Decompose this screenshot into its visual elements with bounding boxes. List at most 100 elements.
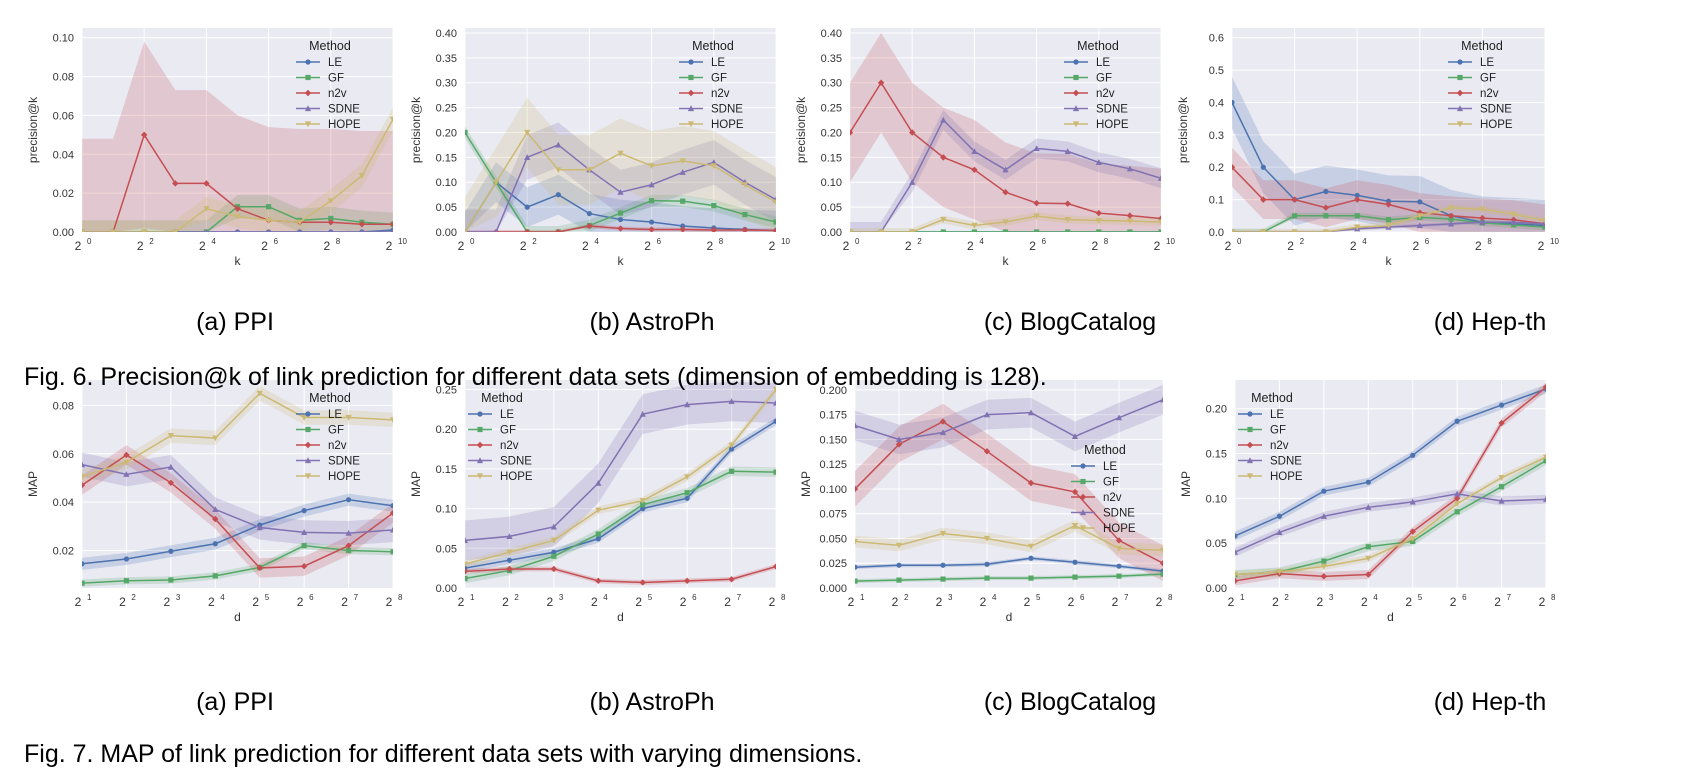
legend-marker-LE	[1073, 59, 1079, 65]
data-point-n2v	[772, 563, 776, 570]
legend-marker-LE	[1080, 463, 1086, 469]
data-point-GF	[1321, 558, 1327, 564]
legend-marker-HOPE	[304, 473, 312, 480]
data-point-LE	[212, 541, 218, 547]
data-point-n2v	[358, 221, 366, 228]
x-tick-exponent: 2	[1300, 237, 1305, 246]
data-point-LE	[1072, 559, 1078, 565]
data-point-HOPE	[389, 116, 393, 123]
fig6-subcaption-a: (a) PPI	[196, 308, 274, 336]
x-tick-exponent: 4	[1362, 237, 1367, 246]
series-line-HOPE	[82, 392, 393, 478]
legend-label-HOPE: HOPE	[1103, 523, 1136, 535]
x-tick-exponent: 3	[948, 593, 953, 602]
data-point-HOPE	[1354, 224, 1361, 231]
series-line-GF	[855, 573, 1163, 582]
data-point-GF	[212, 573, 218, 579]
x-tick-exponent: 7	[737, 593, 742, 602]
data-point-HOPE	[971, 222, 978, 229]
data-point-n2v	[1354, 196, 1361, 203]
data-point-GF	[1034, 229, 1040, 232]
data-point-SDNE	[895, 436, 903, 443]
x-tick-label: 2	[1156, 595, 1163, 609]
data-point-HOPE	[256, 390, 263, 397]
data-point-n2v	[728, 576, 735, 583]
data-point-HOPE	[203, 206, 210, 212]
data-point-HOPE	[358, 173, 365, 179]
y-tick-label: 0.40	[821, 28, 842, 40]
data-point-HOPE	[1157, 219, 1161, 226]
data-point-n2v	[1159, 560, 1163, 567]
data-point-LE	[551, 549, 557, 555]
data-point-n2v	[1320, 573, 1328, 580]
y-tick-label: 0.150	[819, 434, 847, 446]
data-point-HOPE	[301, 414, 308, 421]
data-point-n2v	[1498, 419, 1505, 427]
legend-marker-HOPE	[1072, 121, 1080, 128]
y-tick-label: 0.20	[1206, 404, 1227, 416]
series-group	[1232, 76, 1545, 232]
legend-marker-HOPE	[1246, 473, 1254, 480]
data-point-GF	[301, 543, 307, 549]
x-axis-label: d	[617, 610, 624, 624]
data-point-n2v	[1235, 577, 1239, 585]
x-tick-exponent: 1	[87, 593, 92, 602]
data-point-n2v	[1447, 212, 1455, 220]
y-tick-label: 0.04	[53, 149, 74, 161]
chart-fig7d: 0.000.050.100.150.202 1 2 2 2 3 2 4 2 5 2 6 2 7 2 8dMAP…	[1179, 380, 1556, 624]
data-point-n2v	[983, 448, 991, 455]
data-point-GF	[1065, 229, 1071, 232]
x-tick-exponent: 4	[603, 593, 608, 602]
data-point-GF	[1354, 213, 1360, 219]
data-point-HOPE	[617, 150, 624, 157]
data-point-GF	[1498, 484, 1505, 490]
data-point-SDNE	[555, 141, 562, 148]
y-tick-label: 0.40	[436, 28, 457, 40]
data-point-HOPE	[850, 229, 854, 232]
x-tick-exponent: 4	[211, 237, 216, 246]
data-point-GF	[1448, 216, 1454, 222]
legend-label-n2v: n2v	[328, 440, 347, 452]
data-point-LE	[1323, 188, 1329, 195]
x-axis-label: k	[618, 254, 625, 268]
data-point-SDNE	[297, 228, 302, 232]
data-point-HOPE	[1454, 501, 1461, 507]
data-point-n2v	[167, 479, 175, 486]
data-point-HOPE	[555, 167, 562, 174]
legend-label-HOPE: HOPE	[328, 119, 361, 131]
data-point-HOPE	[595, 507, 602, 514]
data-point-HOPE	[123, 459, 130, 466]
data-point-HOPE	[1542, 454, 1546, 461]
data-point-HOPE	[1510, 211, 1517, 218]
data-point-GF	[728, 468, 735, 474]
y-axis-label: MAP	[26, 471, 40, 497]
series-line-HOPE	[855, 524, 1163, 552]
data-point-LE	[345, 497, 352, 503]
data-point-LE	[728, 446, 735, 452]
data-point-HOPE	[110, 229, 117, 232]
data-point-GF	[640, 502, 646, 508]
legend-label-GF: GF	[711, 73, 727, 85]
data-point-SDNE	[679, 169, 686, 175]
x-tick-exponent: 4	[594, 237, 599, 246]
legend-label-HOPE: HOPE	[1480, 119, 1513, 131]
data-point-n2v	[1479, 214, 1486, 222]
x-tick-exponent: 2	[131, 593, 136, 602]
data-point-HOPE	[1064, 216, 1071, 223]
data-point-LE	[855, 564, 858, 570]
data-point-GF	[328, 215, 334, 221]
y-tick-label: 0.02	[53, 546, 74, 558]
x-tick-label: 2	[635, 595, 642, 609]
data-point-HOPE	[983, 535, 991, 542]
data-point-n2v	[234, 205, 241, 212]
data-point-SDNE	[1157, 175, 1161, 181]
data-point-HOPE	[639, 498, 646, 504]
x-axis-label: d	[1387, 610, 1394, 624]
data-point-n2v	[855, 485, 859, 493]
data-point-n2v	[877, 79, 885, 86]
x-tick-label: 2	[1024, 595, 1031, 609]
x-tick-label: 2	[119, 595, 126, 609]
y-tick-label: 0.06	[53, 110, 74, 122]
data-point-SDNE	[329, 228, 333, 232]
legend-label-LE: LE	[1480, 57, 1494, 69]
